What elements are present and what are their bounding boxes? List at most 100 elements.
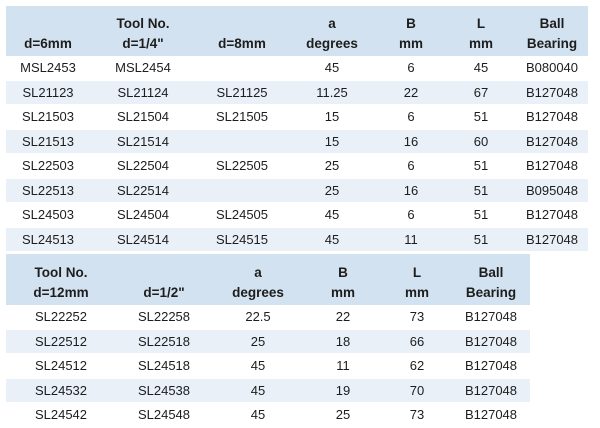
table-cell: SL21505 [196,104,288,130]
header-cell-d1-4in: d=1/4" [90,31,196,56]
table-row: SL21513 SL21514 15 16 60 B127048 [6,129,588,154]
table-cell: SL21125 [196,80,288,105]
table-cell: 22 [376,80,446,105]
table-row: SL24542 SL24548 45 25 73 B127048 [6,402,530,428]
table-cell: SL24538 [116,378,212,403]
table-cell [196,129,288,154]
table-row: SL22513 SL22514 25 16 51 B095048 [6,178,588,203]
header-cell-tool-no: Tool No. [90,6,196,31]
table-cell: 45 [212,402,304,428]
table-cell: B127048 [516,202,588,228]
table-cell: 73 [382,402,452,428]
table-cell: 11.25 [288,80,376,105]
table-cell: 51 [446,153,516,179]
table-cell: SL22505 [196,153,288,179]
table-cell: 6 [376,56,446,81]
table-cell: SL21504 [90,104,196,130]
table-cell: SL24513 [6,227,90,252]
table-cell: SL24504 [90,202,196,228]
table-cell: MSL2453 [6,56,90,81]
table-cell: 45 [446,56,516,81]
table-cell: SL24503 [6,202,90,228]
header-cell-d8mm: d=8mm [196,31,288,56]
header-cell-ball: Ball [452,254,530,280]
table-cell: 66 [382,329,452,354]
table-cell: B127048 [452,378,530,403]
table-cell: B127048 [516,104,588,130]
table-cell: B127048 [452,402,530,428]
table-cell: 67 [446,80,516,105]
table-cell: 60 [446,129,516,154]
header-row-bottom: d=12mm d=1/2" degrees mm mm Bearing [6,280,530,305]
table-cell: SL24518 [116,353,212,379]
table-cell: B127048 [516,129,588,154]
table-cell: 15 [288,104,376,130]
table-cell: B127048 [516,153,588,179]
table-cell: 25 [288,178,376,203]
header-cell [6,6,90,31]
header-cell-angle: a [288,6,376,31]
header-cell-b: B [304,254,382,280]
header-row-top: Tool No. a B L Ball [6,6,588,31]
table-cell: SL22252 [6,305,116,330]
header-cell-degrees: degrees [288,31,376,56]
table-cell: B080040 [516,56,588,81]
table-cell: 11 [304,353,382,379]
header-cell-l: L [382,254,452,280]
table-cell: SL22258 [116,305,212,330]
table-cell: B127048 [452,353,530,379]
table-cell: 6 [376,153,446,179]
header-cell-mm: mm [382,280,452,305]
table-cell: SL22512 [6,329,116,354]
header-cell [116,254,212,280]
header-cell-degrees: degrees [212,280,304,305]
tool-table-2: Tool No. a B L Ball d=12mm d=1/2" degree… [6,254,530,428]
header-cell-bearing: Bearing [516,31,588,56]
table-cell: SL22504 [90,153,196,179]
table-cell: SL21503 [6,104,90,130]
header-cell-mm: mm [446,31,516,56]
table-cell: 70 [382,378,452,403]
table-cell: B127048 [516,80,588,105]
table-cell: SL24512 [6,353,116,379]
table-cell: SL22503 [6,153,90,179]
tool-table-1: Tool No. a B L Ball d=6mm d=1/4" d=8mm d… [6,6,588,252]
table-row: SL21123 SL21124 SL21125 11.25 22 67 B127048 [6,80,588,105]
table-cell: 16 [376,129,446,154]
header-cell-b: B [376,6,446,31]
table-body: MSL2453 MSL2454 45 6 45 B080040 SL21123 SL21124… [6,56,588,252]
table-cell: B095048 [516,178,588,203]
table-cell: 45 [212,378,304,403]
header-cell-l: L [446,6,516,31]
table-row: SL24513 SL24514 SL24515 45 11 51 B127048 [6,227,588,252]
table-cell: B127048 [452,329,530,354]
table-cell: SL24548 [116,402,212,428]
header-cell-mm: mm [376,31,446,56]
table-row: SL24532 SL24538 45 19 70 B127048 [6,378,530,403]
table-row: MSL2453 MSL2454 45 6 45 B080040 [6,56,588,81]
table-cell: 45 [212,353,304,379]
table-body: SL22252 SL22258 22.5 22 73 B127048 SL22512 SL22… [6,305,530,428]
table-cell: SL21513 [6,129,90,154]
table-row: SL24512 SL24518 45 11 62 B127048 [6,353,530,379]
table-cell [196,56,288,81]
table-cell: SL21514 [90,129,196,154]
table-cell: 45 [288,202,376,228]
table-cell: SL24505 [196,202,288,228]
header-cell-mm: mm [304,280,382,305]
header-cell-d6mm: d=6mm [6,31,90,56]
table-cell: SL24532 [6,378,116,403]
table-cell: 15 [288,129,376,154]
table-cell: 16 [376,178,446,203]
table-row: SL21503 SL21504 SL21505 15 6 51 B127048 [6,104,588,130]
table-cell: 25 [212,329,304,354]
table-row: SL22512 SL22518 25 18 66 B127048 [6,329,530,354]
header-row-bottom: d=6mm d=1/4" d=8mm degrees mm mm Bearing [6,31,588,56]
header-cell-tool-no: Tool No. [6,254,116,280]
table-cell: SL24515 [196,227,288,252]
table-cell: 51 [446,104,516,130]
table-cell: 22 [304,305,382,330]
table-row: SL24503 SL24504 SL24505 45 6 51 B127048 [6,202,588,228]
table-cell: 73 [382,305,452,330]
table-cell: SL21124 [90,80,196,105]
